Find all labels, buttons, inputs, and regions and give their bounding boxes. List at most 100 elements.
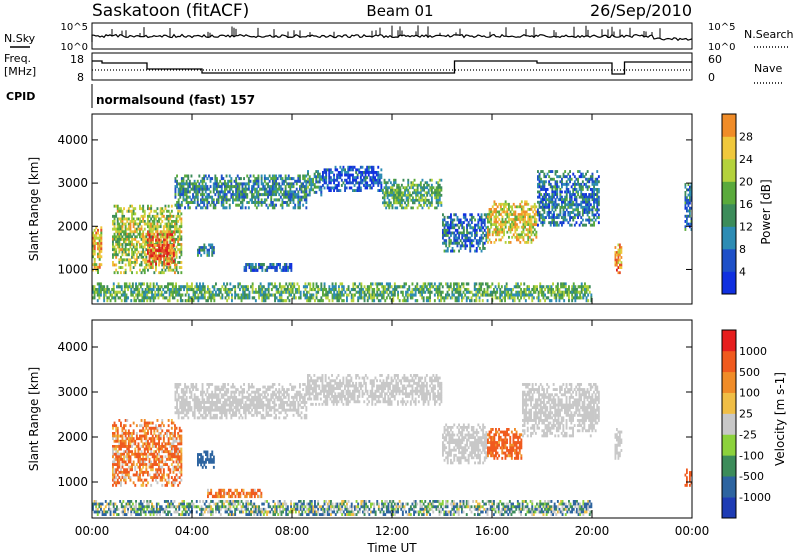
power-cell bbox=[98, 252, 101, 256]
power-cell bbox=[402, 186, 405, 190]
power-cell bbox=[341, 299, 344, 303]
power-cell bbox=[478, 290, 481, 294]
power-cell bbox=[317, 288, 320, 292]
power-cell bbox=[548, 198, 551, 202]
velocity-cell bbox=[116, 434, 119, 438]
power-cell bbox=[480, 236, 483, 240]
power-cell bbox=[487, 235, 489, 239]
velocity-cell bbox=[126, 470, 129, 474]
power-cell bbox=[479, 215, 481, 219]
power-cell bbox=[180, 182, 183, 186]
power-cell bbox=[211, 251, 214, 255]
power-cell bbox=[118, 240, 121, 244]
power-cell bbox=[263, 185, 266, 189]
power-cell bbox=[113, 204, 116, 208]
power-cell bbox=[596, 177, 599, 181]
power-cell bbox=[247, 182, 250, 186]
power-cell bbox=[163, 296, 166, 300]
power-cell bbox=[267, 290, 270, 294]
power-cell bbox=[361, 171, 364, 174]
power-cell bbox=[125, 299, 128, 303]
velocity-cell bbox=[115, 476, 118, 479]
power-cell bbox=[197, 251, 199, 255]
velocity-cell bbox=[113, 434, 116, 438]
power-cell bbox=[92, 239, 94, 243]
power-cell bbox=[543, 180, 546, 184]
power-cell bbox=[284, 195, 287, 199]
power-cell bbox=[198, 246, 201, 249]
power-cell bbox=[557, 223, 560, 227]
power-cell bbox=[479, 226, 481, 230]
power-cell bbox=[112, 296, 115, 300]
power-cell bbox=[401, 293, 404, 297]
power-cell bbox=[509, 205, 512, 209]
power-cell bbox=[556, 185, 559, 189]
power-cell bbox=[543, 195, 546, 199]
power-cell bbox=[244, 195, 247, 199]
power-cell bbox=[573, 175, 576, 179]
power-cell bbox=[580, 290, 583, 294]
power-cell bbox=[430, 196, 433, 200]
power-cell bbox=[462, 213, 465, 217]
velocity-cell bbox=[139, 460, 141, 464]
power-cell bbox=[589, 193, 592, 196]
power-cell bbox=[550, 285, 553, 289]
power-cell bbox=[565, 185, 568, 189]
power-cell bbox=[106, 285, 109, 289]
power-cell bbox=[143, 299, 145, 303]
power-cell bbox=[576, 296, 578, 300]
power-cell bbox=[491, 205, 494, 209]
power-cell bbox=[299, 177, 301, 181]
power-cell bbox=[585, 205, 587, 209]
power-cell bbox=[573, 185, 576, 189]
power-cell bbox=[141, 290, 144, 294]
power-cell bbox=[150, 209, 153, 213]
power-cell bbox=[192, 182, 194, 186]
power-cell bbox=[143, 250, 146, 254]
velocity-cell bbox=[129, 460, 132, 464]
power-cell bbox=[161, 207, 164, 211]
power-cell bbox=[305, 198, 308, 202]
power-cell bbox=[560, 282, 562, 286]
power-cell bbox=[350, 299, 353, 303]
power-cell bbox=[179, 288, 182, 292]
power-cell bbox=[398, 299, 401, 303]
velocity-cell bbox=[121, 434, 124, 438]
power-cell bbox=[481, 293, 484, 297]
power-cell bbox=[568, 285, 570, 289]
power-cell bbox=[442, 228, 444, 232]
power-cell bbox=[151, 290, 153, 294]
power-cell bbox=[188, 190, 191, 194]
power-cell bbox=[338, 293, 340, 297]
power-cell bbox=[450, 221, 452, 224]
power-cell bbox=[421, 193, 424, 197]
power-cell bbox=[210, 299, 213, 303]
power-cell bbox=[381, 290, 383, 294]
power-cell bbox=[174, 237, 176, 241]
power-cell bbox=[518, 285, 521, 289]
power-cell bbox=[247, 206, 250, 210]
power-cell bbox=[488, 228, 491, 232]
velocity-cell bbox=[126, 432, 129, 435]
power-cell bbox=[126, 237, 129, 241]
power-cell bbox=[156, 254, 159, 258]
power-cell bbox=[98, 242, 101, 245]
power-cell bbox=[273, 203, 276, 207]
power-cell bbox=[394, 178, 397, 182]
power-cell bbox=[348, 176, 351, 180]
power-cell bbox=[285, 299, 288, 303]
power-cell bbox=[508, 218, 510, 221]
power-cell bbox=[385, 206, 388, 210]
power-cell bbox=[231, 299, 233, 303]
power-cell bbox=[535, 223, 538, 226]
power-cell bbox=[555, 285, 558, 289]
power-cell bbox=[112, 243, 114, 246]
power-cell bbox=[553, 296, 556, 300]
power-cell bbox=[396, 186, 399, 190]
power-cell bbox=[504, 223, 507, 226]
power-cell bbox=[118, 237, 121, 241]
power-cell bbox=[200, 193, 202, 197]
power-cell bbox=[153, 243, 156, 247]
power-cell bbox=[586, 211, 589, 214]
power-cell bbox=[532, 225, 535, 229]
